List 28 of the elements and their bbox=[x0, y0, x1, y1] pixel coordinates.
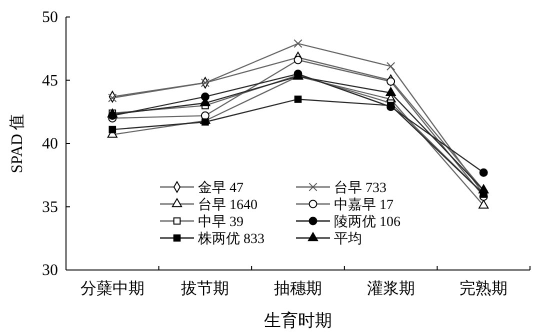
point bbox=[108, 94, 117, 102]
y-tick-label: 45 bbox=[42, 72, 58, 90]
legend-label: 中嘉早 17 bbox=[334, 196, 394, 213]
y-axis-title: SPAD 值 bbox=[9, 114, 26, 174]
y-tick-label: 35 bbox=[42, 198, 58, 216]
x-tick-label: 抽穗期 bbox=[274, 279, 322, 298]
point bbox=[294, 96, 302, 103]
legend-label: 台早 733 bbox=[334, 180, 386, 196]
point bbox=[479, 168, 488, 177]
legend-label: 平均 bbox=[334, 230, 362, 247]
y-tick-label: 30 bbox=[42, 262, 58, 280]
point bbox=[108, 126, 116, 134]
point bbox=[294, 39, 302, 48]
legend-label: 陵两优 106 bbox=[334, 214, 400, 230]
legend-label: 台早 1640 bbox=[198, 196, 258, 213]
y-tick-label: 50 bbox=[42, 9, 58, 26]
x-tick-label: 拔节期 bbox=[181, 279, 230, 298]
x-axis-title: 生育时期 bbox=[264, 311, 332, 330]
legend-label: 金早 47 bbox=[198, 180, 244, 196]
legend-label: 中早 39 bbox=[198, 214, 244, 230]
x-tick-label: 灌浆期 bbox=[366, 279, 415, 298]
y-tick-label: 40 bbox=[42, 136, 58, 153]
point bbox=[386, 87, 396, 96]
point bbox=[202, 118, 209, 126]
legend-label: 株两优 833 bbox=[197, 230, 264, 247]
x-tick-label: 完熟期 bbox=[460, 279, 508, 298]
point bbox=[386, 62, 396, 71]
x-tick-label: 分蘖中期 bbox=[80, 279, 144, 298]
